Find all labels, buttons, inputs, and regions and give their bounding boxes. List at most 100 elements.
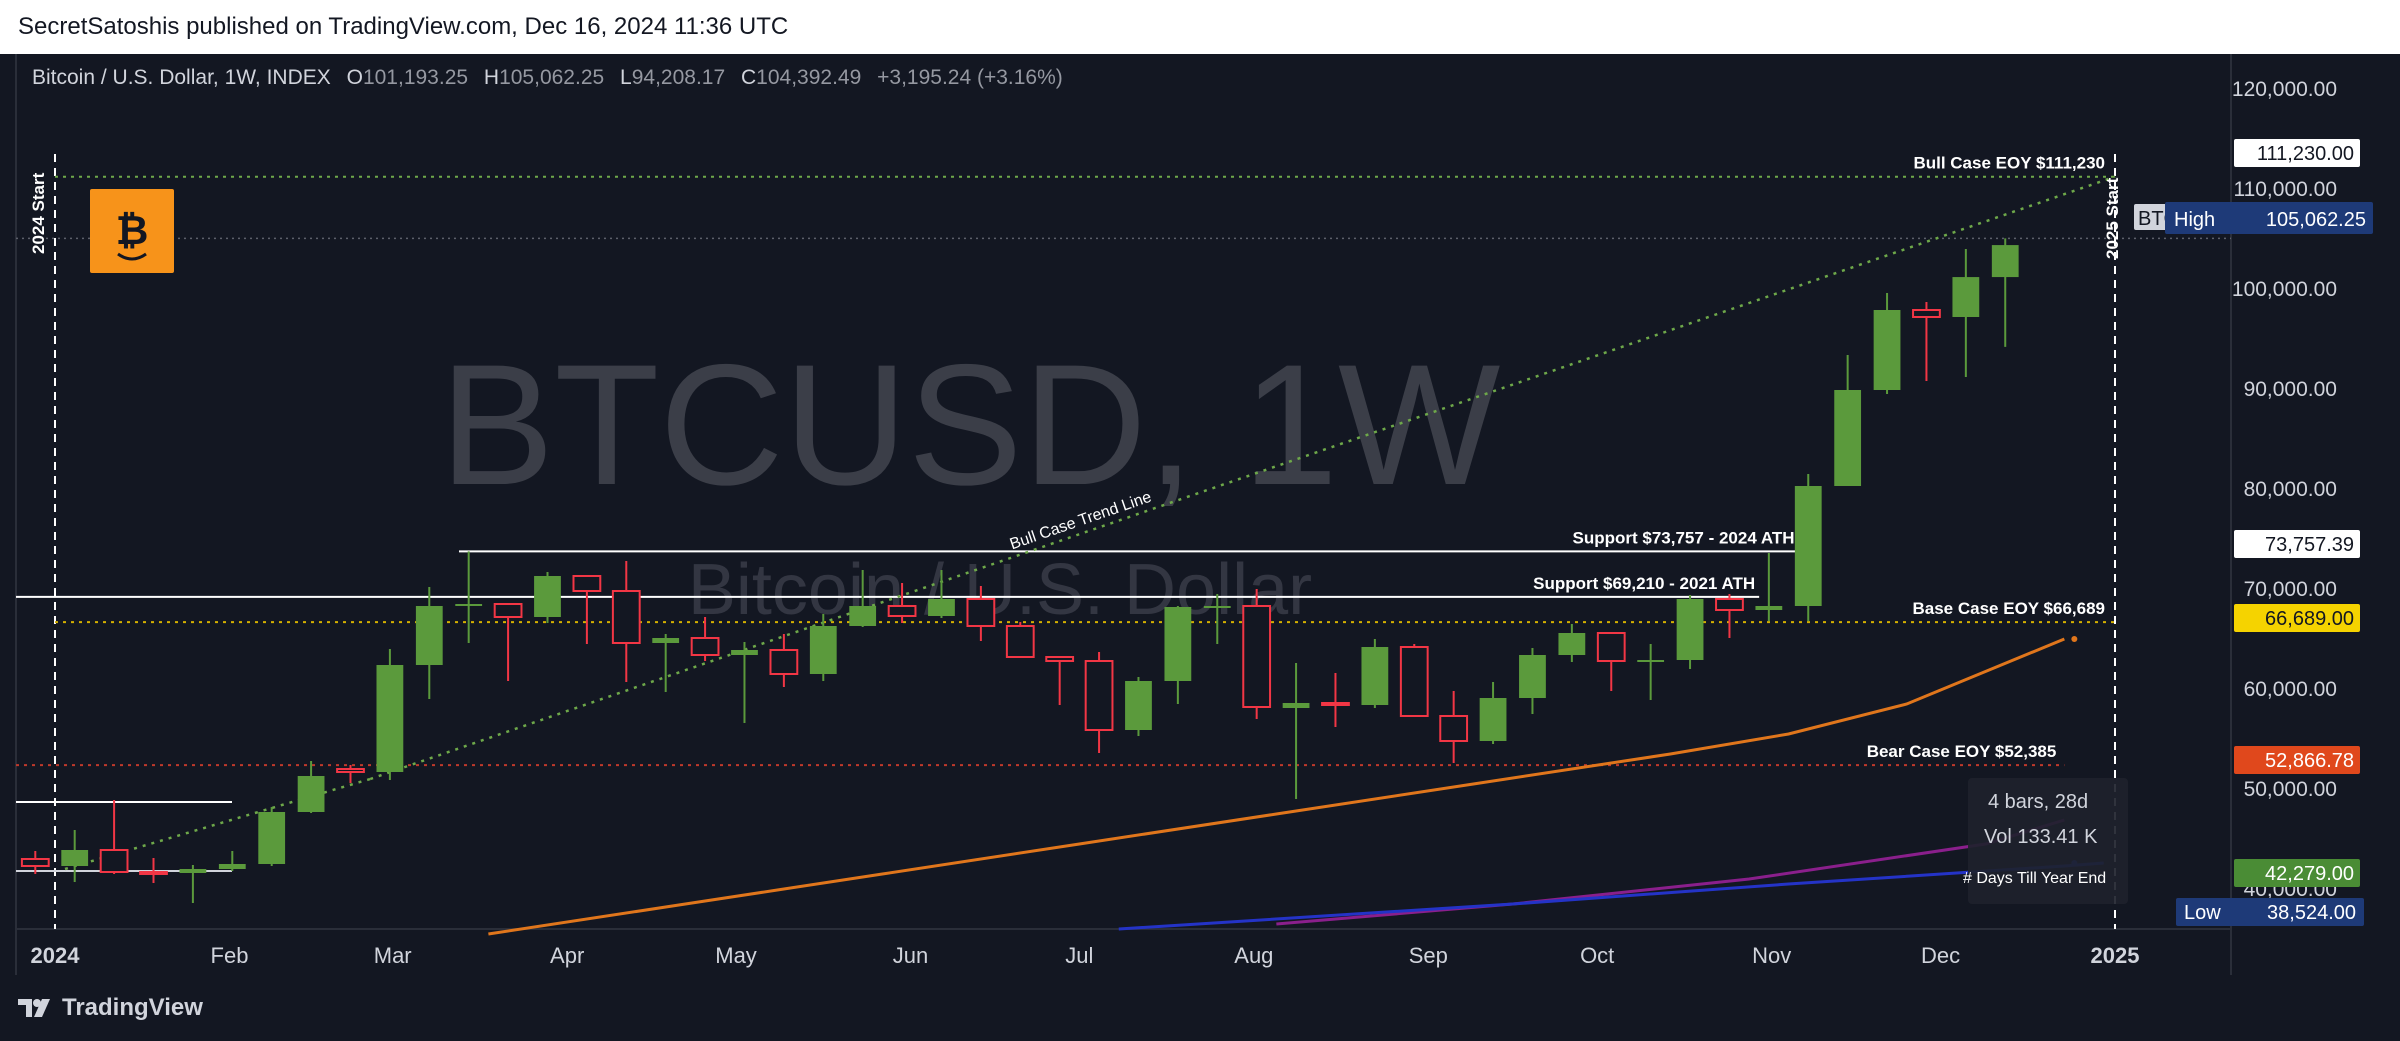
- price-label-bull-text: 111,230.00: [2257, 143, 2354, 165]
- candle-body: [534, 576, 561, 617]
- candle-body: [1045, 656, 1075, 662]
- candle-body: [1361, 647, 1389, 705]
- x-tick-label: Apr: [550, 943, 584, 968]
- candle-body: [258, 812, 286, 864]
- candle-body: [652, 638, 680, 643]
- y-tick-label: 120,000.00: [2232, 78, 2337, 101]
- ema-end-marker: [2071, 636, 2078, 642]
- candle-body: [1005, 625, 1035, 658]
- legend-c-label: C: [741, 66, 756, 89]
- x-tick-label: Feb: [211, 943, 249, 968]
- price-label-bear-text: 52,866.78: [2265, 750, 2354, 772]
- svg-text:₿: ₿: [116, 209, 149, 253]
- legend-l-label: L: [620, 66, 632, 89]
- tradingview-logo-icon: [18, 999, 50, 1017]
- candle-body: [1439, 715, 1469, 742]
- candle-body: [99, 849, 129, 873]
- candle-body: [1242, 605, 1272, 708]
- candle-body: [139, 871, 168, 875]
- price-label-green-text: 42,279.00: [2265, 863, 2354, 885]
- low-tag-text: Low: [2184, 902, 2221, 924]
- candle-body: [1164, 607, 1192, 681]
- candle-body: [493, 603, 523, 618]
- candle-body: [1399, 646, 1429, 717]
- candle-body: [1676, 599, 1704, 660]
- start-2025-label: 2025 Start: [2103, 177, 2122, 259]
- x-tick-label: Jun: [893, 943, 928, 968]
- candle-body: [809, 626, 837, 674]
- candle-body: [1519, 655, 1546, 698]
- candle-body: [1637, 660, 1665, 662]
- candle-body: [690, 637, 720, 656]
- tooltip-bars: 4 bars, 28d: [1988, 791, 2088, 813]
- bull-case-label: Bull Case EOY $111,230: [1913, 154, 2105, 173]
- candle-body: [1084, 660, 1114, 731]
- candle-body: [1991, 245, 2019, 278]
- publish-bar: SecretSatoshis published on TradingView.…: [0, 0, 2400, 54]
- watermark-sub: Bitcoin / U.S. Dollar: [688, 550, 1312, 630]
- legend-h-label: H: [484, 66, 499, 89]
- price-label-base: 66,689.00: [2234, 604, 2360, 632]
- candle-body: [1596, 632, 1626, 662]
- candle-body: [611, 590, 641, 644]
- support-2021-label: Support $69,210 - 2021 ATH: [1533, 574, 1755, 593]
- legend-o-value: 101,193.25: [363, 66, 468, 89]
- candle-body: [1125, 681, 1152, 730]
- x-tick-label: Aug: [1234, 943, 1273, 968]
- candle-body: [1282, 703, 1310, 708]
- x-tick-label: May: [715, 943, 757, 968]
- candle-body: [61, 850, 89, 866]
- candle-body: [1834, 390, 1862, 486]
- candle-body: [1755, 606, 1783, 610]
- candle-body: [1952, 277, 1980, 317]
- x-tick-label: 2024: [31, 943, 81, 968]
- candle-body: [1203, 606, 1231, 608]
- y-tick-label: 70,000.00: [2244, 578, 2337, 601]
- low-value-text: 38,524.00: [2267, 902, 2356, 924]
- legend-c-value: 104,392.49: [756, 66, 861, 89]
- candle-body: [1794, 486, 1822, 606]
- candle-body: [769, 649, 799, 675]
- watermark-main: BTCUSD, 1W: [440, 329, 1501, 521]
- candle-body: [731, 650, 758, 655]
- days-till-label: # Days Till Year End: [1963, 870, 2106, 887]
- y-tick-label: 100,000.00: [2232, 278, 2337, 301]
- footer: TradingView: [0, 975, 2400, 1041]
- candle-body: [572, 575, 602, 592]
- y-tick-label: 50,000.00: [2244, 778, 2337, 801]
- candle-body: [455, 604, 483, 606]
- candle-body: [928, 599, 955, 616]
- bear-case-label: Bear Case EOY $52,385: [1867, 742, 2057, 761]
- y-tick-label: 90,000.00: [2244, 378, 2337, 401]
- candle-body: [1479, 698, 1507, 741]
- candle-body: [887, 605, 917, 617]
- candle-body: [1321, 702, 1350, 706]
- candle-body: [1715, 598, 1744, 611]
- candle-body: [966, 598, 996, 627]
- x-tick-label: Jul: [1065, 943, 1093, 968]
- x-tick-label: 2025: [2091, 943, 2140, 968]
- legend-h-value: 105,062.25: [499, 66, 604, 89]
- price-label-high: BTC High 105,062.25: [2134, 202, 2373, 234]
- legend-symbol: Bitcoin / U.S. Dollar, 1W, INDEX: [32, 66, 331, 89]
- price-label-support-2024: 73,757.39: [2234, 530, 2360, 558]
- high-value-text: 105,062.25: [2266, 209, 2366, 231]
- candle-body: [297, 776, 325, 812]
- candle-body: [415, 606, 443, 665]
- price-label-bull: 111,230.00: [2234, 139, 2360, 167]
- x-tick-label: Nov: [1752, 943, 1791, 968]
- support-2024-label: Support $73,757 - 2024 ATH: [1573, 528, 1795, 547]
- price-chart[interactable]: BTCUSD, 1W Bitcoin / U.S. Dollar 120,000…: [0, 54, 2400, 975]
- legend-change: +3,195.24 (+3.16%): [877, 66, 1063, 89]
- tooltip-vol: Vol 133.41 K: [1984, 826, 2098, 848]
- x-tick-label: Oct: [1580, 943, 1614, 968]
- ema-line: [488, 637, 2065, 936]
- legend-l-value: 94,208.17: [632, 66, 725, 89]
- price-label-bear: 52,866.78: [2234, 746, 2360, 774]
- candle-body: [336, 768, 365, 773]
- candle-body: [218, 864, 246, 869]
- start-2024-label: 2024 Start: [29, 172, 48, 254]
- x-tick-label: Dec: [1921, 943, 1960, 968]
- price-label-base-text: 66,689.00: [2265, 608, 2354, 630]
- y-tick-label: 60,000.00: [2244, 678, 2337, 701]
